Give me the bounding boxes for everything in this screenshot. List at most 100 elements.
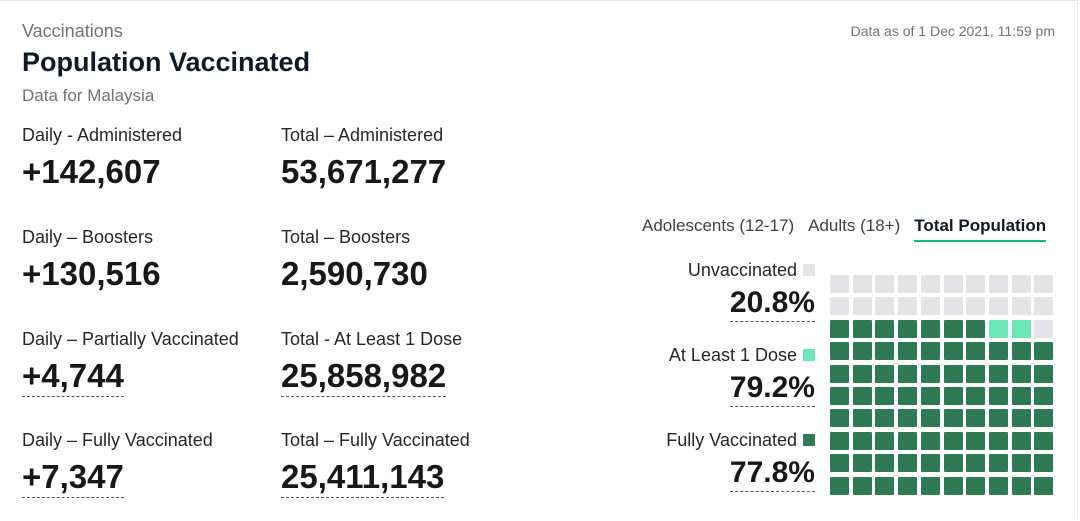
waffle-cell-one-dose	[1011, 319, 1031, 338]
waffle-cell-fully	[875, 476, 895, 495]
waffle-cell-fully	[966, 431, 986, 450]
waffle-cell-unvaccinated	[943, 275, 963, 293]
waffle-cell-fully	[898, 319, 918, 338]
waffle-cell-fully	[852, 476, 872, 495]
waffle-cell-fully	[852, 409, 872, 428]
waffle-cell-unvaccinated	[943, 297, 963, 316]
stat-value: +142,607	[22, 153, 161, 190]
waffle-cell-fully	[1034, 387, 1054, 405]
waffle-cell-fully	[920, 454, 940, 473]
waffle-cell-fully	[898, 342, 918, 361]
waffle-cell-unvaccinated	[1034, 275, 1054, 293]
legend-value[interactable]: 77.8%	[729, 455, 815, 492]
waffle-cell-fully	[852, 364, 872, 383]
stat-total-fully-vaccinated[interactable]: Total – Fully Vaccinated 25,411,143	[281, 430, 470, 498]
waffle-cell-unvaccinated	[1011, 275, 1031, 293]
legend-value[interactable]: 79.2%	[729, 370, 815, 407]
waffle-cell-fully	[1034, 342, 1054, 361]
waffle-cell-fully	[875, 431, 895, 450]
waffle-cell-fully	[830, 364, 849, 383]
stat-total-at-least-1-dose[interactable]: Total - At Least 1 Dose 25,858,982	[281, 329, 462, 397]
waffle-cell-unvaccinated	[988, 275, 1008, 293]
waffle-cell-fully	[1034, 364, 1054, 383]
tab-adolescents[interactable]: Adolescents (12-17)	[642, 216, 795, 235]
waffle-cell-fully	[1011, 431, 1031, 450]
stat-label: Daily – Fully Vaccinated	[22, 430, 213, 450]
waffle-cell-fully	[920, 364, 940, 383]
waffle-cell-unvaccinated	[852, 275, 872, 293]
waffle-cell-fully	[920, 387, 940, 405]
waffle-cell-unvaccinated	[830, 297, 849, 316]
waffle-cell-fully	[875, 319, 895, 338]
waffle-cell-fully	[1011, 476, 1031, 495]
waffle-cell-unvaccinated	[898, 297, 918, 316]
waffle-cell-fully	[966, 409, 986, 428]
waffle-cell-fully	[1034, 454, 1054, 473]
waffle-cell-fully	[898, 387, 918, 405]
waffle-cell-fully	[943, 431, 963, 450]
section-label: Vaccinations	[22, 21, 123, 41]
waffle-cell-fully	[898, 431, 918, 450]
waffle-cell-unvaccinated	[920, 297, 940, 316]
waffle-cell-fully	[898, 454, 918, 473]
waffle-cell-fully	[898, 409, 918, 428]
waffle-cell-unvaccinated	[988, 297, 1008, 316]
waffle-cell-fully	[1011, 409, 1031, 428]
waffle-cell-unvaccinated	[898, 275, 918, 293]
waffle-cell-unvaccinated	[1034, 297, 1054, 316]
stat-value[interactable]: 25,411,143	[281, 457, 445, 498]
population-tabs: Adolescents (12-17) Adults (18+) Total P…	[642, 216, 1047, 242]
waffle-cell-fully	[852, 454, 872, 473]
tab-total-population[interactable]: Total Population	[914, 216, 1047, 242]
waffle-chart	[830, 275, 1056, 500]
waffle-cell-fully	[943, 387, 963, 405]
waffle-cell-fully	[988, 342, 1008, 361]
waffle-cell-unvaccinated	[966, 275, 986, 293]
stat-label: Total – Boosters	[281, 227, 411, 247]
waffle-cell-fully	[988, 454, 1008, 473]
waffle-cell-fully	[988, 387, 1008, 405]
page-subtitle: Data for Malaysia	[22, 86, 155, 105]
waffle-cell-fully	[943, 476, 963, 495]
waffle-cell-fully	[1034, 431, 1054, 450]
swatch-icon	[803, 264, 815, 276]
waffle-cell-fully	[852, 342, 872, 361]
waffle-cell-fully	[830, 454, 849, 473]
waffle-cell-fully	[1011, 364, 1031, 383]
waffle-cell-fully	[830, 319, 849, 338]
stat-daily-partially-vaccinated[interactable]: Daily – Partially Vaccinated +4,744	[22, 329, 239, 397]
legend-fully-vaccinated: Fully Vaccinated 77.8%	[666, 430, 815, 492]
waffle-cell-fully	[852, 431, 872, 450]
legend-label: Unvaccinated	[687, 260, 797, 280]
data-timestamp: Data as of 1 Dec 2021, 11:59 pm	[850, 23, 1055, 39]
waffle-cell-one-dose	[988, 319, 1008, 338]
waffle-cell-fully	[943, 342, 963, 361]
legend-value[interactable]: 20.8%	[729, 285, 815, 322]
tab-adults[interactable]: Adults (18+)	[808, 216, 901, 235]
stat-value[interactable]: +4,744	[22, 356, 124, 397]
waffle-cell-fully	[966, 476, 986, 495]
waffle-cell-fully	[943, 364, 963, 383]
stat-daily-fully-vaccinated[interactable]: Daily – Fully Vaccinated +7,347	[22, 430, 213, 498]
waffle-cell-fully	[830, 476, 849, 495]
waffle-cell-unvaccinated	[1011, 297, 1031, 316]
stat-total-administered: Total – Administered 53,671,277	[281, 125, 446, 192]
waffle-cell-fully	[1011, 342, 1031, 361]
waffle-cell-unvaccinated	[920, 275, 940, 293]
waffle-cell-fully	[898, 364, 918, 383]
stat-value: 53,671,277	[281, 153, 447, 190]
waffle-cell-fully	[988, 476, 1008, 495]
stat-value[interactable]: +7,347	[22, 457, 124, 498]
waffle-cell-unvaccinated	[852, 297, 872, 316]
waffle-cell-fully	[1011, 387, 1031, 405]
waffle-cell-fully	[830, 431, 849, 450]
waffle-cell-fully	[966, 319, 986, 338]
stat-value[interactable]: 25,858,982	[281, 356, 447, 397]
waffle-cell-unvaccinated	[875, 297, 895, 316]
waffle-cell-fully	[920, 476, 940, 495]
waffle-cell-fully	[943, 409, 963, 428]
page-title: Population Vaccinated	[22, 47, 311, 77]
stat-label: Total - At Least 1 Dose	[281, 329, 463, 349]
waffle-cell-fully	[920, 431, 940, 450]
